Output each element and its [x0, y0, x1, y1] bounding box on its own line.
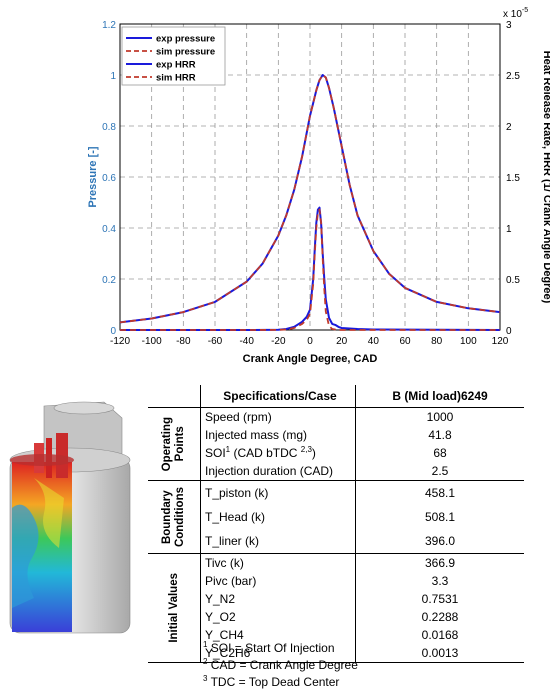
- value-t-liner: 396.0: [355, 529, 524, 554]
- param-speed: Speed (rpm): [200, 407, 356, 426]
- table-row: Injected mass (mg) 41.8: [148, 426, 524, 444]
- legend: exp pressure sim pressure exp HRR sim HRR: [121, 26, 226, 86]
- table-row: SOI1 (CAD bTDC 2,3) 68: [148, 444, 524, 462]
- param-y-ch4: Y_CH4: [200, 626, 356, 644]
- param-injection-duration: Injection duration (CAD): [200, 462, 356, 481]
- table-row: Y_O2 0.2288: [148, 608, 524, 626]
- x-tick-label: -120: [110, 336, 130, 347]
- series-line-exp-hrr: [120, 206, 501, 331]
- param-t-piston: T_piston (k): [200, 480, 356, 505]
- legend-label: sim pressure: [156, 47, 215, 58]
- x-tick-label: 80: [431, 336, 443, 347]
- chart: -120 -100 -80 -60 -40 -20 0 20 40 60 80 100 12000.20…: [87, 7, 550, 365]
- y-right-tick-label: 2: [506, 122, 512, 133]
- table-row: Y_CH4 0.0168: [148, 626, 524, 644]
- param-y-c2h6: Y_C2H6: [200, 644, 356, 663]
- series-line-sim-pressure: [119, 74, 501, 324]
- y-right-tick-label: 1.5: [506, 173, 520, 184]
- footnote-2: 2 CAD = Crank Angle Degree: [203, 657, 358, 673]
- y-left-tick-label: 0.6: [102, 173, 116, 184]
- param-soi: SOI1 (CAD bTDC 2,3): [200, 444, 356, 462]
- param-t-liner: T_liner (k): [200, 529, 356, 554]
- table-row: Injection duration (CAD) 2.5: [148, 462, 524, 481]
- footnotes: 1 SOI = Start Of Injection 2 CAD = Crank…: [203, 640, 358, 691]
- value-injection-duration: 2.5: [355, 462, 524, 481]
- legend-box: [121, 26, 226, 86]
- x-tick-label: -80: [176, 336, 191, 347]
- param-injected-mass: Injected mass (mg): [200, 426, 356, 444]
- group-label-initial-values: Initial Values: [148, 553, 201, 663]
- y-left-tick-label: 0: [110, 326, 116, 337]
- legend-label: sim HRR: [156, 73, 196, 84]
- value-y-o2: 0.2288: [421, 610, 459, 624]
- param-t-head: T_Head (k): [200, 505, 356, 529]
- value-y-c2h6: 0.0013: [355, 644, 524, 663]
- table-row: T_liner (k) 396.0: [148, 529, 524, 554]
- value-soi: 68: [433, 446, 447, 460]
- value-pivc: 3.3: [431, 574, 449, 588]
- footnote-3: 3 TDC = Top Dead Center: [203, 674, 340, 690]
- x-axis-label: Crank Angle Degree, CAD: [243, 353, 378, 365]
- y-left-tick-label: 1: [110, 71, 116, 82]
- grid: [120, 24, 500, 330]
- x-tick-label: -40: [239, 336, 254, 347]
- value-t-piston: 458.1: [424, 486, 456, 500]
- y-right-tick-label: 3: [506, 20, 512, 31]
- table-row: Initial Values Tivc (k) 366.9: [148, 553, 524, 663]
- group-label-boundary-conditions: Boundary Conditions: [148, 480, 201, 554]
- x-tick-label: 120: [492, 336, 509, 347]
- y-left-tick-label: 0.8: [102, 122, 116, 133]
- specifications-table: Specifications/Case B (Mid load)6249 Ope…: [148, 385, 524, 663]
- param-y-o2: Y_O2: [200, 608, 356, 626]
- value-speed: 1000: [426, 410, 454, 424]
- table-header-case: B (Mid load)6249: [355, 385, 524, 408]
- value-t-head: 508.1: [424, 510, 456, 524]
- param-pivc: Pivc (bar): [200, 572, 356, 590]
- value-y-ch4: 0.0168: [421, 628, 459, 642]
- tick-labels: -120 -100 -80 -60 -40 -20 0 20 40 60 80 100 12000.20…: [102, 20, 520, 347]
- y-right-tick-label: 2.5: [506, 71, 520, 82]
- x-tick-label: 100: [460, 336, 477, 347]
- param-tivc: Tivc (k): [200, 553, 356, 572]
- x-tick-label: -60: [208, 336, 223, 347]
- y-right-tick-label: 1: [506, 224, 512, 235]
- x-tick-label: 40: [368, 336, 380, 347]
- footnote-1: 1 SOI = Start Of Injection: [203, 640, 335, 656]
- table-header-blank: [148, 385, 201, 408]
- y-left-tick-label: 0.4: [102, 224, 116, 235]
- y-axis-label-right: Heat Release Rate, HRR (1/ Crank Angle D…: [541, 51, 550, 304]
- table-row: Operating Points Speed (rpm) 1000: [148, 407, 524, 481]
- engine-cylinder-image: [9, 401, 131, 634]
- param-y-n2: Y_N2: [200, 590, 356, 608]
- table-row: Y_N2 0.7531: [148, 590, 524, 608]
- x-tick-label: 0: [307, 336, 313, 347]
- table-row: Y_C2H6 0.0013: [148, 644, 524, 663]
- value-y-n2: 0.7531: [421, 592, 459, 606]
- legend-label: exp HRR: [156, 60, 196, 71]
- plot-frame: [119, 23, 501, 331]
- y-right-tick-label: 0: [506, 326, 512, 337]
- y-axis-label-left: Pressure [-]: [87, 146, 99, 207]
- x-tick-label: 60: [399, 336, 411, 347]
- table-row: Pivc (bar) 3.3: [148, 572, 524, 590]
- y-right-tick-label: 0.5: [506, 275, 520, 286]
- legend-label: exp pressure: [156, 34, 215, 45]
- group-label-operating-points: Operating Points: [148, 407, 201, 481]
- y-left-tick-label: 0.2: [102, 275, 116, 286]
- right-axis-exponent: x 10-5: [503, 7, 528, 20]
- table-header-row: Specifications/Case B (Mid load)6249: [148, 385, 524, 408]
- table-row: T_Head (k) 508.1: [148, 505, 524, 529]
- series-line-sim-hrr: [120, 208, 500, 331]
- x-tick-label: -100: [142, 336, 162, 347]
- series: [119, 74, 501, 331]
- x-tick-label: 20: [336, 336, 348, 347]
- x-tick-label: -20: [271, 336, 286, 347]
- value-tivc: 366.9: [424, 556, 456, 570]
- table-row: Boundary Conditions T_piston (k) 458.1: [148, 480, 524, 554]
- table-header-specifications: Specifications/Case: [200, 385, 356, 408]
- y-left-tick-label: 1.2: [102, 20, 116, 31]
- value-injected-mass: 41.8: [428, 428, 452, 442]
